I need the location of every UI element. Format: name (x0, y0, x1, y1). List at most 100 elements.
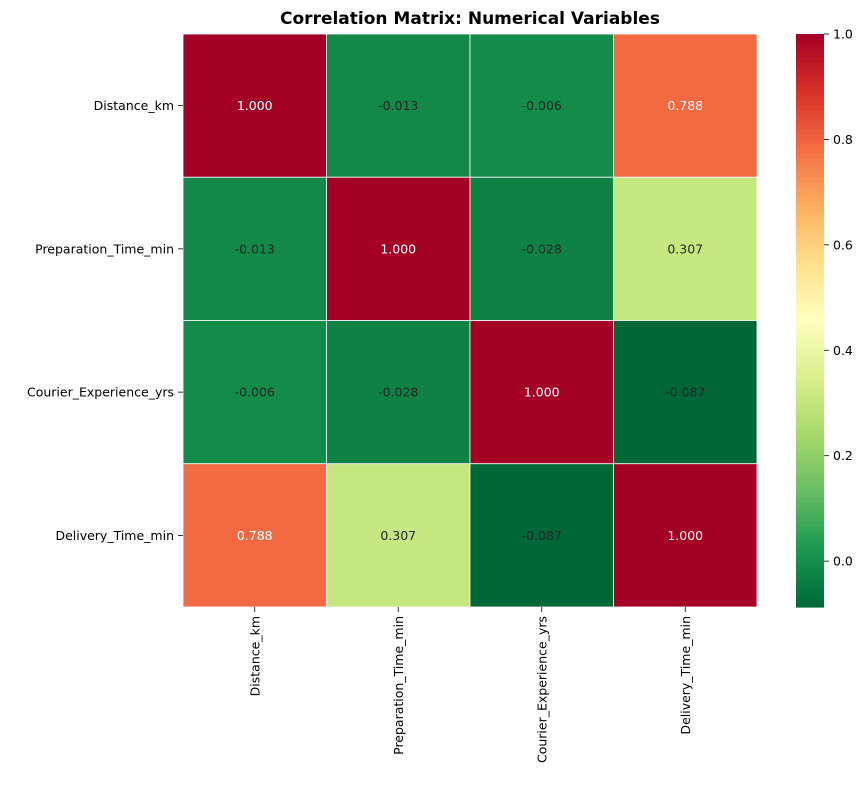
colorbar-segment (796, 416, 824, 422)
colorbar-segment (796, 239, 824, 245)
x-tick-label-distance-km: Distance_km (247, 616, 262, 696)
colorbar-segment (796, 492, 824, 498)
colorbar-segment (796, 225, 824, 231)
cell-value-label: 0.788 (237, 528, 273, 543)
colorbar-segment (796, 334, 824, 341)
cell-value-label: 1.000 (237, 98, 273, 113)
colorbar-segment (796, 363, 824, 369)
colorbar-segment (796, 306, 824, 312)
colorbar-segment (796, 597, 824, 603)
colorbar-segment (796, 401, 824, 408)
heatmap-cell (613, 176, 758, 321)
colorbar-segment (796, 392, 824, 398)
cell-value-label: -0.006 (235, 385, 275, 400)
colorbar-segment (796, 81, 824, 88)
colorbar-segment (796, 205, 824, 212)
colorbar-segment (796, 277, 824, 283)
cell-value-label: -0.013 (378, 98, 418, 113)
colorbar-segment (796, 263, 824, 269)
colorbar-segment (796, 124, 824, 131)
colorbar-segment (796, 568, 824, 575)
x-tick-label-preparation-time-min: Preparation_Time_min (391, 616, 406, 755)
colorbar-segment (796, 349, 824, 355)
colorbar-segment (796, 196, 824, 202)
colorbar-segment (796, 96, 824, 102)
colorbar-segment (796, 325, 824, 331)
colorbar-tick-label: 1.0 (833, 27, 853, 42)
colorbar-segment (796, 182, 824, 188)
y-tick-label-courier-experience-yrs: Courier_Experience_yrs (27, 385, 174, 400)
y-tick-label-delivery-time-min: Delivery_Time_min (55, 528, 174, 543)
colorbar-segment (796, 559, 824, 565)
heatmap-cells (182, 33, 758, 608)
heatmap-cell (469, 176, 614, 321)
colorbar-segment (796, 191, 824, 197)
cell-value-label: -0.087 (665, 385, 705, 400)
colorbar-segment (796, 339, 824, 345)
colorbar-segment (796, 215, 824, 221)
colorbar-segment (796, 602, 824, 608)
colorbar-tick-label: 0.2 (833, 448, 853, 463)
colorbar-segment (796, 544, 824, 551)
colorbar-segment (796, 229, 824, 236)
chart-title: Correlation Matrix: Numerical Variables (280, 9, 660, 29)
colorbar-segment (796, 76, 824, 83)
colorbar-segment (796, 139, 824, 145)
heatmap-cell (326, 176, 471, 321)
colorbar-segment (796, 115, 824, 121)
colorbar-segment (796, 210, 824, 217)
cell-value-labels: 1.000 -0.013 -0.006 0.788 -0.013 1.000 -0.028 0… (235, 98, 706, 543)
colorbar-segment (796, 248, 824, 255)
heatmap-cell (613, 463, 758, 608)
cell-value-label: 0.307 (380, 528, 416, 543)
cell-value-label: 0.307 (667, 241, 703, 256)
colorbar-segment (796, 134, 824, 140)
colorbar-segment (796, 129, 824, 135)
colorbar-segment (796, 578, 824, 584)
heatmap-cell (469, 33, 614, 178)
colorbar-segment (796, 425, 824, 431)
colorbar-segment (796, 234, 824, 240)
colorbar-segment (796, 172, 824, 178)
colorbar-segment (796, 387, 824, 393)
heatmap-cell (326, 463, 471, 608)
colorbar-segment (796, 244, 824, 250)
colorbar-segment (796, 482, 824, 489)
colorbar-segment (796, 454, 824, 460)
colorbar-segment (796, 487, 824, 493)
colorbar-segment (796, 287, 824, 293)
colorbar-segment (796, 91, 824, 97)
colorbar-segment (796, 396, 824, 403)
x-axis: Distance_km Preparation_Time_min Courier_E… (247, 607, 693, 763)
y-tick-label-distance-km: Distance_km (94, 98, 174, 113)
colorbar-segment (796, 420, 824, 427)
colorbar-segment (796, 57, 824, 64)
colorbar-segment (796, 119, 824, 126)
colorbar-segment (796, 310, 824, 317)
colorbar-segment (796, 373, 824, 379)
colorbar-segment (796, 468, 824, 474)
colorbar-segment (796, 272, 824, 279)
colorbar-segment (796, 110, 824, 116)
y-tick-label-preparation-time-min: Preparation_Time_min (35, 241, 174, 256)
colorbar-segment (796, 162, 824, 169)
heatmap-cell (182, 33, 327, 178)
y-axis: Distance_km Preparation_Time_min Courier_E… (27, 98, 183, 543)
colorbar-segment (796, 86, 824, 92)
colorbar-segment (796, 501, 824, 508)
colorbar-segment (796, 344, 824, 350)
colorbar-segment (796, 201, 824, 207)
colorbar-segment (796, 463, 824, 470)
cell-value-label: -0.087 (522, 528, 562, 543)
colorbar-segment (796, 473, 824, 479)
cell-value-label: -0.028 (378, 385, 418, 400)
x-tick-label-courier-experience-yrs: Courier_Experience_yrs (534, 616, 549, 763)
colorbar-segment (796, 167, 824, 174)
colorbar-segment (796, 444, 824, 451)
heatmap-cell (469, 463, 614, 608)
colorbar-segment (796, 540, 824, 546)
colorbar-segment (796, 148, 824, 154)
colorbar-segment (796, 158, 824, 164)
colorbar-segment (796, 435, 824, 441)
colorbar-segment (796, 67, 824, 73)
